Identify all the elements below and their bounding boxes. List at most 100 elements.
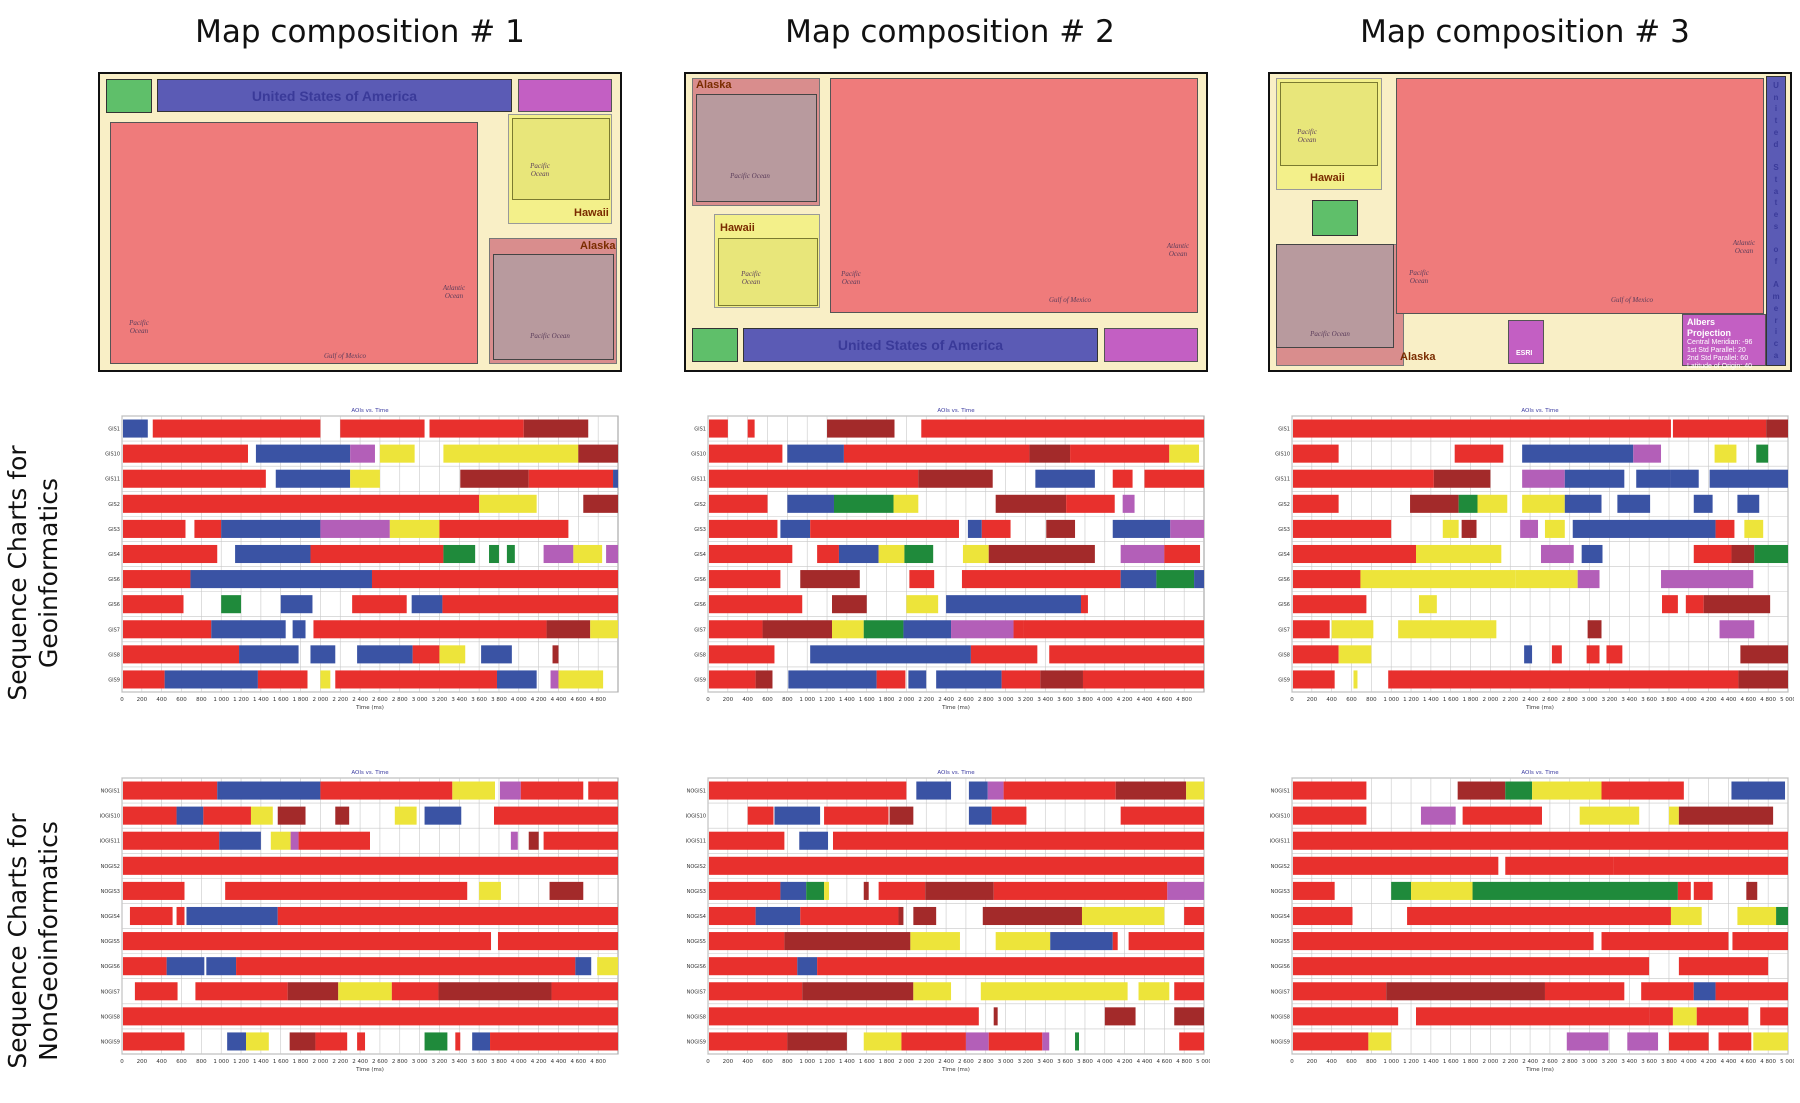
aoi-segment-yellow (1368, 1032, 1392, 1051)
aoi-segment-brown (784, 932, 911, 951)
aoi-segment-yellow (1522, 494, 1565, 513)
x-tick-label: 3 600 (1641, 1059, 1657, 1065)
projection-title: Albers Projection (1687, 317, 1732, 338)
aoi-segment-red (1179, 1032, 1204, 1051)
aoi-segment-purple (1566, 1032, 1609, 1051)
aoi-segment-red (122, 645, 240, 664)
aoi-segment-blue (239, 645, 299, 664)
aoi-segment-yellow (995, 932, 1051, 951)
x-tick-label: 0 (120, 1059, 124, 1065)
vertical-title-letter: e (1773, 210, 1779, 220)
atlantic-ocean-label: Atlantic Ocean (1166, 242, 1190, 258)
row-label: NOGIS10 (1270, 814, 1290, 820)
x-tick-label: 200 (723, 697, 734, 703)
aoi-segment-red (1407, 906, 1671, 926)
aoi-segment-blue (1120, 570, 1157, 589)
aoi-segment-red (1715, 982, 1788, 1001)
aoi-segment-red (970, 645, 1038, 664)
row-label: GIS6 (694, 577, 706, 583)
vertical-title-letter: a (1773, 350, 1779, 360)
x-tick-label: 4 800 (1760, 1059, 1776, 1065)
gulf-of-mexico-label: Gulf of Mexico (1049, 296, 1091, 304)
x-tick-label: 600 (1346, 697, 1357, 703)
aoi-segment-blue (755, 906, 801, 926)
x-tick-label: 4 200 (1117, 1059, 1133, 1065)
aoi-segment-brown (583, 494, 618, 513)
aoi-segment-brown (1738, 670, 1788, 689)
aoi-segment-brown (1678, 806, 1774, 825)
aoi-segment-red (129, 906, 173, 926)
aoi-segment-red (310, 544, 444, 564)
aoi-segment-purple (1042, 1032, 1050, 1051)
aoi-segment-yellow (980, 982, 1128, 1001)
map-composition-1: United States of America Pacific Ocean A… (98, 72, 622, 372)
aoi-segment-red (991, 806, 1027, 825)
x-tick-label: 2 400 (938, 1059, 954, 1065)
aoi-segment-blue (967, 519, 982, 538)
aoi-segment-red (134, 982, 178, 1001)
row-label: GIS4 (694, 552, 706, 558)
x-tick-label: 0 (1290, 1059, 1294, 1065)
aoi-segment-yellow (1515, 570, 1578, 589)
row-label: GIS4 (108, 552, 120, 558)
map-legend (692, 328, 738, 362)
x-tick-label: 1 800 (293, 1059, 309, 1065)
x-tick-label: 2 200 (1502, 697, 1518, 703)
x-tick-label: 2 000 (313, 1059, 329, 1065)
pacific-ocean-label: Pacific Ocean (730, 172, 770, 180)
x-tick-label: 1 600 (273, 1059, 289, 1065)
aoi-segment-yellow (1186, 781, 1204, 800)
aoi-segment-red (1112, 469, 1133, 488)
projection-line: 1st Std Parallel: 20 (1687, 347, 1746, 354)
x-tick-label: 1 800 (293, 697, 309, 703)
x-tick-label: 2 600 (372, 1059, 388, 1065)
x-tick-label: 3 200 (1018, 1059, 1034, 1065)
x-tick-label: 1 200 (233, 697, 249, 703)
x-tick-label: 2 400 (938, 697, 954, 703)
aoi-segment-red (429, 419, 524, 438)
x-tick-label: 200 (137, 1059, 148, 1065)
row-label: NOGIS10 (686, 814, 706, 820)
x-tick-label: 3 800 (491, 1059, 507, 1065)
row-label: NOGIS7 (101, 989, 120, 995)
vertical-title-letter: t (1774, 174, 1778, 184)
atlantic-ocean-label: Atlantic Ocean (1732, 239, 1756, 255)
x-tick-label: 4 000 (1097, 697, 1113, 703)
aoi-segment-red (747, 419, 755, 438)
aoi-segment-red (1144, 469, 1204, 488)
aoi-segment-blue (1194, 570, 1204, 589)
aoi-segment-red (1696, 1007, 1749, 1026)
aoi-segment-brown (802, 982, 914, 1001)
x-tick-label: 2 400 (352, 697, 368, 703)
row-label: NOGIS8 (1271, 1014, 1290, 1020)
column-title-1: Map composition # 1 (195, 14, 525, 50)
aoi-segment-purple (1540, 544, 1574, 564)
aoi-segment-red (1388, 670, 1739, 689)
aoi-segment-red (122, 856, 618, 875)
vertical-title-letter: o (1773, 245, 1779, 255)
aoi-segment-brown (898, 906, 904, 926)
x-tick-label: 1 600 (859, 1059, 875, 1065)
row-label: NOGIS5 (1271, 939, 1290, 945)
vertical-title-letter: e (1773, 127, 1779, 137)
x-axis-label: Time (ms) (355, 1067, 384, 1073)
row-label: GIS6 (1278, 602, 1290, 608)
aoi-segment-brown (578, 444, 618, 463)
x-tick-label: 0 (706, 697, 710, 703)
aoi-segment-purple (543, 544, 574, 564)
x-tick-label: 1 400 (839, 1059, 855, 1065)
x-tick-label: 200 (1307, 1059, 1318, 1065)
aoi-segment-red (1174, 982, 1204, 1001)
x-tick-label: 3 200 (1018, 697, 1034, 703)
aoi-segment-red (320, 781, 453, 800)
aoi-segment-purple (1522, 469, 1565, 488)
x-tick-label: 3 600 (1057, 1059, 1073, 1065)
x-tick-label: 2 000 (1483, 1059, 1499, 1065)
aoi-segment-red (122, 595, 184, 614)
aoi-segment-red (1292, 444, 1339, 463)
aoi-segment-green (221, 595, 242, 614)
row-label: NOGIS11 (1270, 839, 1290, 845)
aoi-segment-red (497, 932, 618, 951)
aoi-segment-red (391, 982, 439, 1001)
row-label: GIS9 (108, 677, 120, 683)
